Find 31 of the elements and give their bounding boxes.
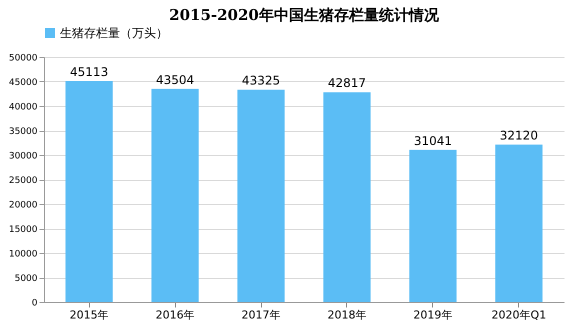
y-tick-label: 40000 bbox=[8, 102, 38, 112]
legend-label: 生猪存栏量（万头） bbox=[60, 26, 168, 40]
y-tick-label: 50000 bbox=[8, 54, 38, 64]
data-label: 43325 bbox=[242, 74, 280, 88]
y-tick-label: 5000 bbox=[14, 274, 38, 284]
y-tick-label: 10000 bbox=[8, 250, 38, 260]
data-label: 32120 bbox=[500, 128, 538, 143]
x-tick-label: 2015年 bbox=[70, 308, 109, 322]
data-label: 42817 bbox=[328, 76, 366, 90]
y-tick-label: 35000 bbox=[8, 127, 38, 137]
x-tick-label: 2018年 bbox=[327, 308, 366, 322]
y-tick-label: 30000 bbox=[8, 152, 38, 162]
y-tick-label: 15000 bbox=[8, 225, 38, 235]
y-tick-label: 45000 bbox=[8, 78, 38, 88]
x-tick-label: 2017年 bbox=[242, 308, 281, 322]
bar bbox=[409, 150, 457, 302]
data-label: 43504 bbox=[156, 72, 194, 87]
chart-title: 2015-2020年中国生猪存栏量统计情况 bbox=[169, 6, 440, 24]
bar bbox=[323, 92, 371, 302]
data-label: 45113 bbox=[70, 64, 108, 79]
x-tick-label: 2020年Q1 bbox=[492, 308, 546, 322]
bar bbox=[151, 88, 199, 302]
y-tick-label: 20000 bbox=[8, 200, 38, 210]
y-tick-label: 0 bbox=[32, 298, 38, 308]
data-label: 31041 bbox=[414, 134, 452, 148]
bar bbox=[65, 80, 113, 302]
bar bbox=[495, 144, 543, 302]
x-tick-label: 2019年 bbox=[413, 308, 452, 322]
x-tick-label: 2016年 bbox=[156, 308, 195, 322]
y-tick-label: 25000 bbox=[8, 176, 38, 186]
bar bbox=[237, 90, 285, 302]
